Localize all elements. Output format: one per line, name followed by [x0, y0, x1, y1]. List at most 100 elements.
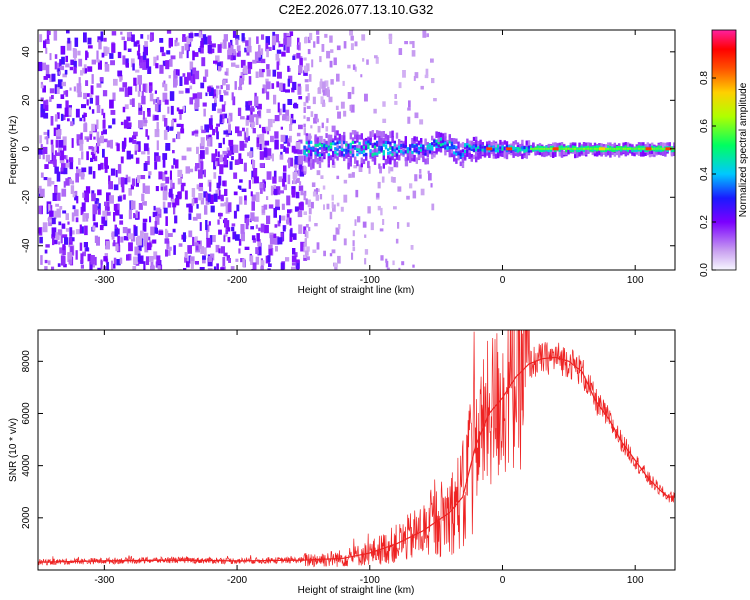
heatmap-cell-2066 [413, 145, 416, 149]
heatmap-cell-1119 [263, 183, 266, 192]
heatmap-cell-822 [142, 51, 146, 60]
heatmap-cell-1714 [316, 143, 319, 147]
heatmap-cell-246 [125, 63, 129, 68]
heatmap-cell-2788 [602, 149, 605, 153]
snr-x-tick-label: 100 [627, 575, 644, 586]
heatmap-cell-2794 [604, 150, 608, 157]
heatmap-cell-1193 [296, 132, 301, 137]
heatmap-cell-1605 [338, 224, 341, 230]
heatmap-cell-401 [162, 60, 168, 67]
heatmap-cell-29 [132, 266, 137, 270]
heatmap-cell-2222 [457, 141, 460, 148]
heatmap-cell-986 [44, 136, 48, 140]
spectrogram-heatmap [38, 30, 675, 270]
heatmap-cell-1164 [148, 85, 152, 93]
heatmap-cell-3043 [666, 142, 669, 148]
heatmap-cell-2752 [593, 146, 597, 150]
heatmap-cell-618 [91, 74, 94, 84]
heatmap-cell-2586 [554, 150, 557, 157]
heatmap-cell-493 [254, 51, 259, 61]
heatmap-cell-92 [235, 35, 240, 41]
heatmap-cell-2067 [413, 149, 416, 153]
heatmap-cell-95 [154, 129, 160, 138]
heatmap-cell-2445 [519, 151, 522, 157]
heatmap-cell-1728 [321, 149, 324, 154]
heatmap-cell-2369 [497, 149, 500, 153]
heatmap-cell-1057 [298, 124, 303, 130]
heatmap-cell-284 [295, 178, 300, 183]
heatmap-cell-2681 [576, 147, 579, 150]
heatmap-cell-465 [216, 263, 219, 270]
heatmap-cell-592 [248, 180, 251, 189]
heatmap-cell-1110 [101, 131, 104, 136]
heatmap-cell-222 [142, 55, 147, 66]
heatmap-cell-560 [117, 228, 120, 235]
heatmap-cell-1534 [314, 223, 318, 227]
heatmap-cell-1960 [384, 133, 388, 139]
heatmap-cell-1350 [83, 32, 87, 43]
heatmap-cell-735 [184, 252, 188, 258]
heatmap-cell-2501 [532, 147, 535, 150]
heatmap-cell-1890 [365, 141, 368, 145]
heatmap-cell-1045 [258, 110, 261, 117]
heatmap-cell-1488 [340, 101, 345, 109]
heatmap-cell-971 [91, 123, 96, 132]
heatmap-cell-2810 [609, 150, 612, 158]
heatmap-cell-1156 [181, 182, 186, 187]
heatmap-cell-1500 [426, 33, 429, 38]
heatmap-cell-99 [283, 32, 288, 42]
heatmap-cell-2079 [417, 153, 421, 160]
heatmap-cell-2289 [475, 146, 478, 150]
heatmap-cell-1524 [324, 88, 329, 95]
heatmap-cell-886 [299, 57, 303, 67]
heatmap-cell-2234 [459, 156, 462, 159]
heatmap-cell-1405 [320, 78, 323, 83]
heatmap-cell-459 [205, 224, 210, 232]
heatmap-cell-1550 [335, 227, 340, 235]
heatmap-cell-1768 [332, 159, 335, 165]
heatmap-cell-1359 [85, 52, 89, 58]
heatmap-cell-706 [210, 205, 215, 213]
heatmap-cell-385 [200, 40, 204, 48]
heatmap-cell-625 [128, 122, 132, 128]
heatmap-cell-1612 [308, 208, 312, 215]
heatmap-cell-729 [198, 193, 203, 201]
heatmap-cell-1001 [113, 240, 116, 246]
heatmap-cell-578 [174, 69, 178, 75]
heatmap-cell-547 [89, 130, 93, 137]
heatmap-cell-1809 [343, 153, 346, 157]
heatmap-cell-1192 [274, 131, 279, 139]
heatmap-cell-835 [174, 198, 180, 206]
heatmap-cell-2856 [620, 149, 623, 156]
heatmap-cell-265 [228, 258, 231, 263]
heatmap-cell-2709 [585, 142, 588, 149]
heatmap-cell-2176 [444, 136, 447, 142]
heatmap-cell-2261 [468, 140, 471, 145]
heatmap-cell-1615 [321, 102, 326, 107]
heatmap-cell-2266 [468, 147, 471, 151]
heatmap-cell-1445 [380, 207, 383, 216]
heatmap-cell-1943 [380, 131, 383, 138]
heatmap-cell-1136 [195, 245, 199, 251]
heatmap-cell-103 [176, 69, 180, 76]
heatmap-cell-1044 [170, 105, 174, 115]
heatmap-cell-1699 [312, 147, 315, 150]
heatmap-cell-1969 [387, 151, 390, 155]
heatmap-cell-2713 [585, 149, 588, 155]
heatmap-cell-68 [117, 51, 122, 59]
heatmap-cell-224 [69, 230, 75, 235]
heatmap-cell-1051 [229, 161, 233, 170]
heatmap-cell-1617 [410, 245, 414, 250]
heatmap-cell-2051 [409, 147, 412, 151]
colorbar-gradient [712, 30, 736, 270]
heatmap-cell-1175 [253, 114, 259, 118]
heatmap-cell-1567 [401, 261, 405, 266]
heatmap-cell-646 [120, 31, 123, 35]
heatmap-cell-1179 [111, 43, 116, 53]
heatmap-cell-1132 [91, 109, 95, 114]
heatmap-cell-1891 [365, 152, 368, 156]
heatmap-cell-437 [147, 155, 150, 165]
heatmap-cell-2011 [398, 149, 401, 153]
heatmap-cell-2726 [587, 147, 590, 150]
heatmap-cell-2378 [499, 150, 502, 154]
